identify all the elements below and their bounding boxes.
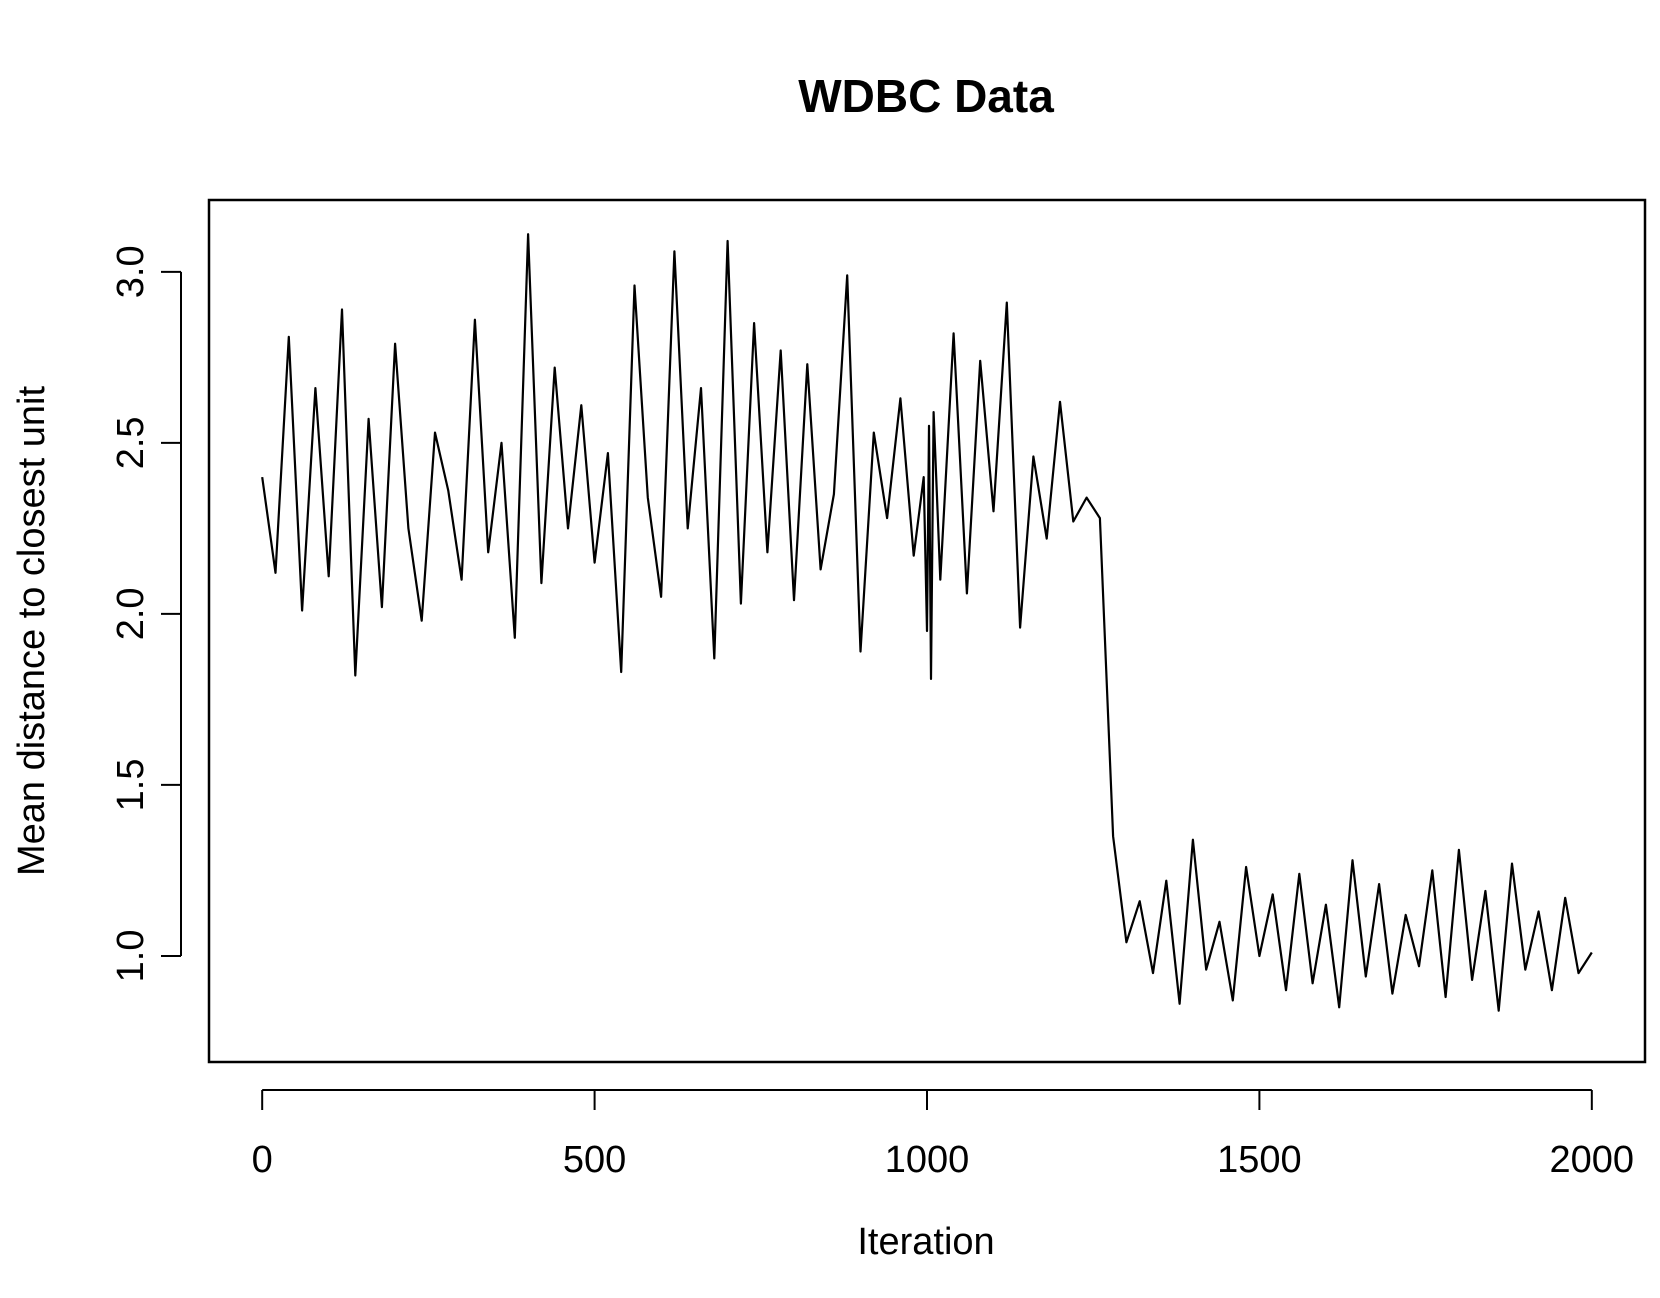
y-tick-label: 3.0 — [110, 245, 152, 298]
y-tick-label: 2.0 — [110, 587, 152, 640]
x-axis: 0 500 1000 1500 2000 — [252, 1089, 1635, 1181]
plot-frame — [207, 198, 1647, 1064]
y-tick-label: 1.5 — [110, 759, 152, 812]
chart-title: WDBC Data — [798, 70, 1054, 122]
x-axis-label: Iteration — [857, 1221, 994, 1263]
x-tick-label: 1000 — [885, 1139, 970, 1181]
x-tick-label: 500 — [563, 1139, 626, 1181]
x-tick-label: 1500 — [1217, 1139, 1302, 1181]
y-axis-label: Mean distance to closest unit — [11, 386, 53, 876]
y-axis: 1.0 1.5 2.0 2.5 3.0 — [110, 245, 182, 983]
series-line-0 — [261, 233, 1593, 1012]
y-tick-label: 2.5 — [110, 416, 152, 469]
x-tick-label: 2000 — [1550, 1139, 1635, 1181]
x-tick-label: 0 — [252, 1139, 273, 1181]
plot-area — [261, 233, 1593, 1012]
y-tick-label: 1.0 — [110, 930, 152, 983]
